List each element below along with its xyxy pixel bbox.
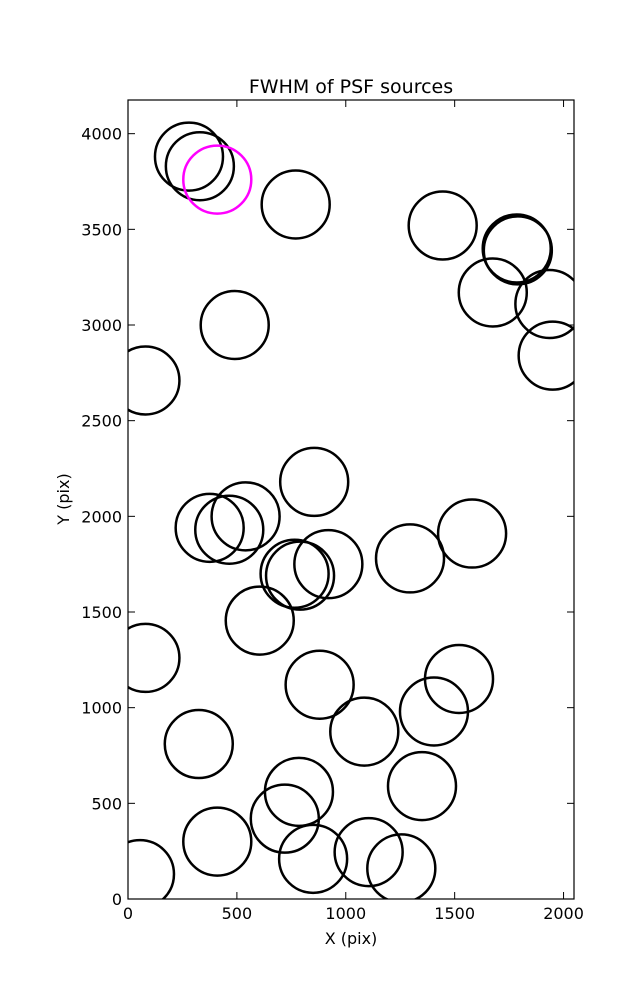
psf-source-marker: [436, 498, 508, 569]
psf-source-marker: [333, 816, 404, 888]
psf-source-marker: [293, 528, 364, 600]
psf-source-marker: [423, 643, 495, 715]
y-tick-label: 2500: [81, 412, 122, 431]
psf-source-marker: [182, 806, 253, 877]
x-tick-label: 500: [222, 904, 253, 923]
highlighted-source-marker: [182, 144, 253, 215]
chart-title: FWHM of PSF sources: [249, 76, 453, 98]
psf-source-marker: [153, 121, 225, 192]
psf-source-marker: [263, 756, 335, 828]
psf-source-marker: [278, 446, 350, 518]
y-tick-label: 3000: [81, 316, 122, 335]
psf-source-marker: [398, 676, 470, 747]
psf-source-marker: [194, 494, 265, 565]
x-tick-label: 2000: [543, 904, 584, 923]
psf-source-marker: [199, 289, 270, 361]
psf-source-marker: [163, 708, 235, 780]
plot-frame: [127, 99, 575, 900]
psf-source-marker: [514, 268, 574, 340]
y-tick-label: 0: [112, 890, 122, 909]
psf-source-marker: [128, 345, 181, 416]
psf-source-marker: [482, 215, 554, 286]
y-tick-label: 500: [91, 794, 122, 813]
psf-source-marker: [260, 169, 331, 240]
x-axis-label: X (pix): [325, 929, 378, 948]
psf-source-marker: [224, 585, 296, 656]
y-tick-label: 1000: [81, 699, 122, 718]
y-tick-label: 2000: [81, 507, 122, 526]
psf-source-marker: [329, 696, 400, 767]
psf-source-marker: [386, 750, 458, 822]
y-tick-label: 1500: [81, 603, 122, 622]
psf-source-marker: [174, 492, 245, 564]
y-tick-label: 3500: [81, 220, 122, 239]
x-tick-label: 1000: [325, 904, 366, 923]
psf-source-marker: [264, 540, 336, 611]
psf-source-marker: [517, 320, 574, 391]
y-tick-label: 4000: [81, 125, 122, 144]
psf-source-marker: [407, 190, 478, 261]
psf-source-marker: [374, 523, 446, 594]
psf-source-marker: [284, 649, 355, 720]
psf-source-marker: [128, 838, 176, 899]
psf-source-marker: [210, 481, 281, 552]
psf-source-marker: [164, 130, 236, 202]
plot-area: [127, 99, 575, 900]
x-tick-label: 0: [123, 904, 133, 923]
psf-source-marker: [457, 257, 529, 328]
psf-source-marker: [277, 823, 349, 895]
psf-source-marker: [249, 783, 321, 854]
y-axis-label: Y (pix): [54, 473, 73, 525]
psf-source-marker: [259, 538, 330, 609]
x-tick-label: 1500: [434, 904, 475, 923]
psf-source-marker: [366, 833, 437, 899]
psf-source-marker: [128, 622, 181, 694]
axes: 0 500 1000 1500 2000 0 500 1000 1500 2000 2500 3000…: [81, 100, 584, 923]
